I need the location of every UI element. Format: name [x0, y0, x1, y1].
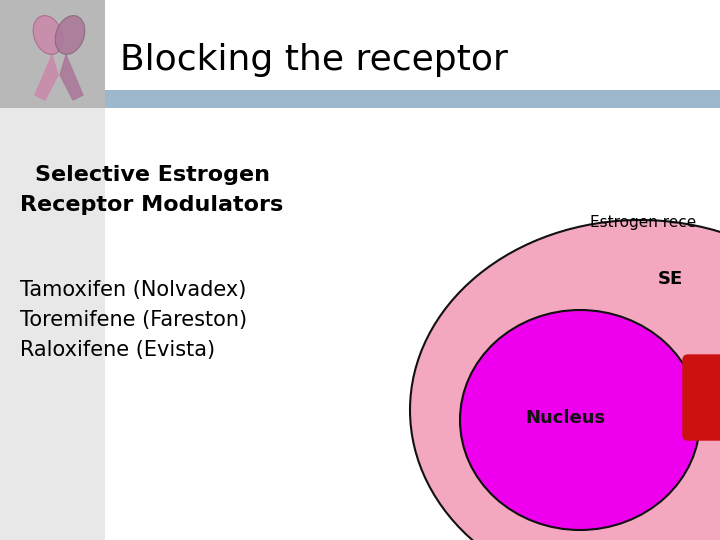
- Text: Estrogen rece: Estrogen rece: [590, 215, 696, 230]
- Bar: [0, 108, 720, 540]
- Text: Toremifene (Fareston): Toremifene (Fareston): [20, 310, 247, 330]
- Text: Selective Estrogen: Selective Estrogen: [35, 165, 270, 185]
- Text: Receptor Modulators: Receptor Modulators: [20, 195, 283, 215]
- Ellipse shape: [55, 16, 85, 55]
- Bar: [105, 90, 720, 108]
- Text: Blocking the receptor: Blocking the receptor: [120, 43, 508, 77]
- Text: SE: SE: [658, 270, 683, 288]
- Text: Nucleus: Nucleus: [525, 409, 605, 427]
- Bar: [0, 108, 105, 540]
- Bar: [0, 0, 105, 110]
- Text: Tamoxifen (Nolvadex): Tamoxifen (Nolvadex): [20, 280, 246, 300]
- Polygon shape: [35, 55, 58, 100]
- Ellipse shape: [460, 310, 700, 530]
- Ellipse shape: [33, 16, 63, 55]
- Polygon shape: [60, 55, 83, 100]
- Text: Raloxifene (Evista): Raloxifene (Evista): [20, 340, 215, 360]
- Ellipse shape: [410, 220, 720, 540]
- Bar: [105, 0, 720, 90]
- FancyBboxPatch shape: [683, 355, 720, 440]
